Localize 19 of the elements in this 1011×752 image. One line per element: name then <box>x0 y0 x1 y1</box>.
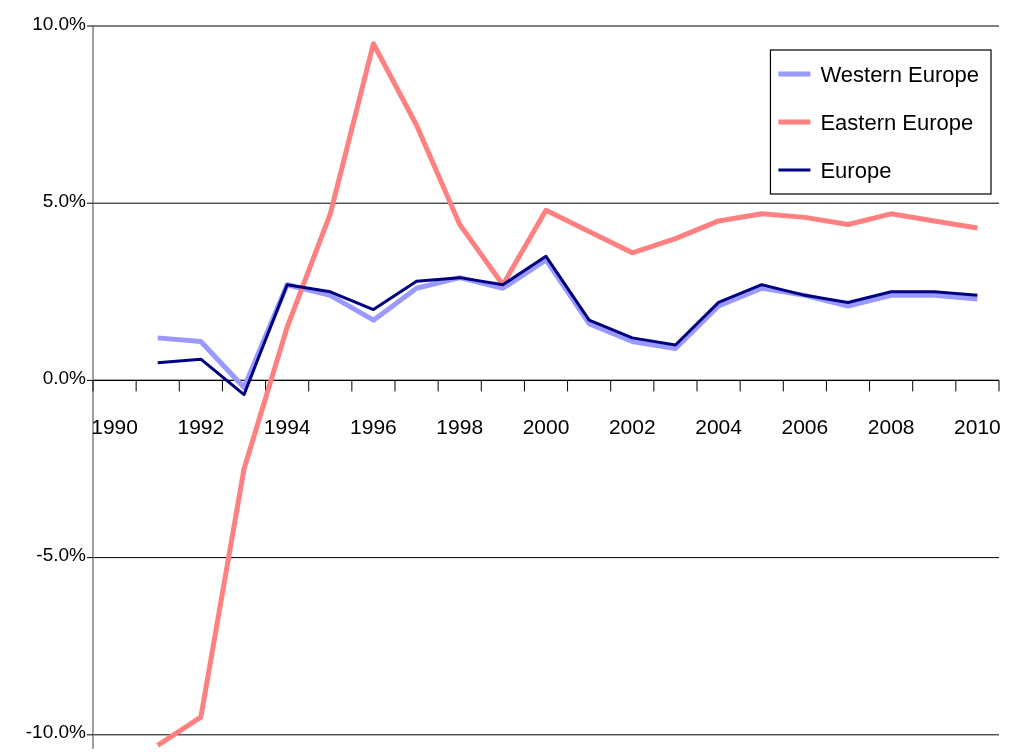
legend-label: Western Europe <box>820 61 980 87</box>
x-tick-label: 1992 <box>177 415 225 439</box>
x-tick-label: 2010 <box>954 415 1001 439</box>
x-tick-label: 2006 <box>781 415 829 439</box>
x-tick-label: 2004 <box>695 415 743 439</box>
y-tick-label: 10.0% <box>32 12 87 34</box>
x-tick-label: 2002 <box>608 415 656 439</box>
y-tick-label: -5.0% <box>36 544 87 566</box>
x-tick-label: 1998 <box>436 415 484 439</box>
y-tick-label: 0.0% <box>42 366 87 388</box>
y-tick-label: 5.0% <box>42 189 87 211</box>
x-tick-label: 2000 <box>522 415 570 439</box>
x-tick-label: 1994 <box>263 415 311 439</box>
legend-label: Europe <box>820 157 892 183</box>
legend-label: Eastern Europe <box>820 109 974 135</box>
x-tick-label: 2008 <box>867 415 915 439</box>
x-tick-label: 1996 <box>350 415 397 439</box>
x-tick-label: 1990 <box>91 415 138 439</box>
y-tick-label: -10.0% <box>25 721 87 743</box>
